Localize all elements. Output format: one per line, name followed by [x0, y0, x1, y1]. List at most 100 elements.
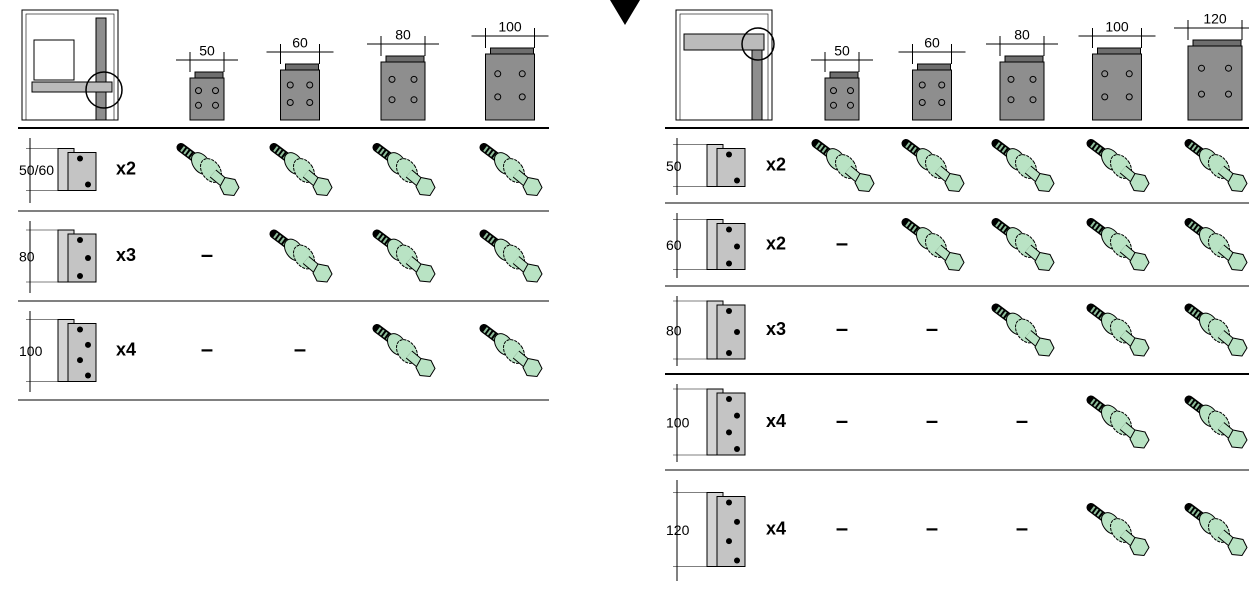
- dim-label-bg: [496, 20, 524, 34]
- none-mark: –: [926, 408, 938, 433]
- bar-dot: [726, 226, 732, 233]
- hole: [830, 101, 837, 109]
- bolt: [1086, 303, 1150, 357]
- plate: [1187, 45, 1243, 121]
- hole: [212, 101, 219, 109]
- none-mark: –: [201, 242, 213, 267]
- dim-label-bg: [828, 44, 856, 58]
- bar-dot: [77, 237, 83, 243]
- bolt: [372, 324, 436, 378]
- bolt-head: [312, 263, 333, 283]
- hole: [1198, 90, 1205, 98]
- hole: [1101, 70, 1109, 78]
- bar-dot: [77, 155, 83, 162]
- bolt: [1184, 395, 1248, 449]
- column-label: 80: [1014, 27, 1030, 43]
- dim-label-bg: [918, 36, 946, 50]
- bar-dot: [734, 446, 740, 452]
- hole: [195, 101, 202, 109]
- bar-dot: [726, 429, 732, 436]
- zoom-circle: [741, 27, 775, 61]
- bar-dot: [726, 396, 732, 402]
- busbar-h: [683, 33, 765, 51]
- bolt-head: [1034, 172, 1055, 193]
- bolt-head: [944, 251, 965, 272]
- dim-label-bg: [193, 44, 221, 58]
- none-mark: –: [836, 316, 848, 341]
- bolt: [1086, 395, 1150, 449]
- quantity: x3: [766, 319, 786, 339]
- bolt-head: [1227, 337, 1248, 357]
- hole: [306, 99, 314, 106]
- hole: [918, 99, 926, 106]
- dim-label-bg: [389, 28, 417, 42]
- busbar: [95, 17, 107, 121]
- hole: [938, 81, 946, 89]
- arrow-down: [610, 0, 640, 25]
- plate: [189, 77, 225, 121]
- column-label: 120: [1203, 11, 1227, 27]
- hole: [518, 70, 526, 78]
- quantity: x4: [766, 411, 786, 431]
- hole: [1029, 75, 1037, 83]
- quantity: x4: [116, 339, 136, 359]
- bolt: [991, 303, 1055, 357]
- bolt-head: [1227, 429, 1248, 449]
- bolt-head: [522, 357, 543, 378]
- cabinet-inner: [679, 13, 769, 121]
- bolt: [1086, 503, 1150, 557]
- bolt: [269, 229, 333, 283]
- bolt-head: [415, 263, 436, 283]
- hole: [1125, 93, 1133, 101]
- bolt: [176, 143, 240, 197]
- hole: [918, 81, 926, 89]
- hole: [1198, 64, 1205, 72]
- hole: [306, 81, 314, 89]
- plate: [380, 61, 426, 121]
- breaker-base: [31, 81, 113, 93]
- bolt: [991, 218, 1055, 272]
- bolt-head: [1034, 337, 1055, 357]
- bolt: [372, 229, 436, 283]
- bar-dot: [734, 177, 740, 184]
- bar-front: [716, 392, 746, 456]
- hole: [830, 87, 837, 95]
- column-label: 60: [292, 35, 308, 51]
- column-label: 60: [924, 35, 940, 51]
- quantity: x3: [116, 245, 136, 265]
- bar-front: [716, 304, 746, 360]
- bolt: [479, 229, 543, 283]
- hole: [1125, 70, 1133, 78]
- height-label: 50/60: [19, 162, 54, 178]
- bar-dot: [726, 151, 732, 158]
- hole: [847, 87, 854, 95]
- dim-label-bg: [1103, 20, 1131, 34]
- bolt: [269, 143, 333, 197]
- bolt-head: [312, 176, 333, 197]
- bolt: [1086, 139, 1150, 193]
- plate: [824, 77, 860, 121]
- bar-dot: [734, 518, 740, 525]
- hole: [388, 96, 396, 104]
- height-label: 120: [666, 522, 690, 538]
- quantity: x2: [766, 154, 786, 174]
- bolt-head: [1129, 172, 1150, 193]
- none-mark: –: [201, 336, 213, 361]
- hole: [195, 87, 202, 95]
- bolt: [479, 324, 543, 378]
- bar-dot: [734, 412, 740, 419]
- plate: [1092, 53, 1142, 121]
- column-label: 100: [498, 19, 522, 35]
- quantity: x2: [766, 233, 786, 253]
- bolt-head: [1227, 172, 1248, 193]
- bar-front: [716, 496, 746, 567]
- hole: [938, 99, 946, 106]
- dim-label-bg: [286, 36, 314, 50]
- height-label: 100: [19, 343, 43, 359]
- hole: [286, 99, 294, 106]
- plate: [999, 61, 1045, 121]
- hole: [1101, 93, 1109, 101]
- column-label: 50: [834, 43, 850, 59]
- plate: [280, 69, 320, 121]
